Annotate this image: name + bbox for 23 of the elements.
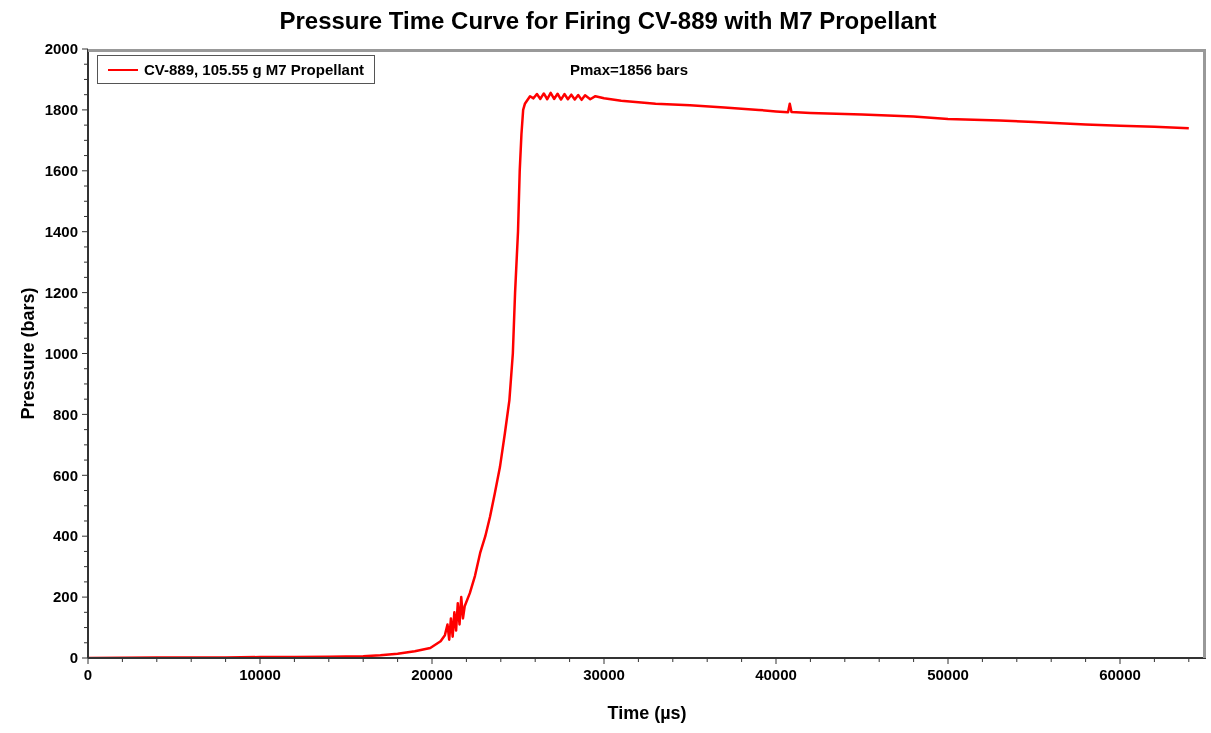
y-tick-label: 1200 [44, 283, 78, 301]
legend-label: CV-889, 105.55 g M7 Propellant [144, 61, 365, 78]
y-tick-label: 0 [69, 649, 78, 667]
y-tick-label: 1800 [44, 101, 78, 119]
y-tick-label: 400 [52, 527, 78, 545]
y-tick-label: 600 [52, 466, 78, 484]
chart-title: Pressure Time Curve for Firing CV-889 with M7 Propellant [278, 7, 938, 34]
y-tick-label: 1400 [44, 222, 78, 240]
x-tick-label: 60000 [1099, 666, 1141, 683]
y-tick-label: 200 [52, 588, 78, 606]
x-tick-label: 50000 [927, 666, 969, 683]
y-tick-label: 2000 [44, 40, 78, 58]
x-tick-label: 0 [83, 666, 93, 683]
y-axis-title: Pressure (bars) [18, 287, 39, 420]
x-tick-label: 40000 [755, 666, 797, 683]
y-tick-label: 1600 [44, 162, 78, 180]
y-tick-label: 800 [52, 405, 78, 423]
y-tick-label: 1000 [44, 344, 78, 362]
annotation: Pmax=1856 bars [570, 61, 689, 78]
x-tick-label: 30000 [583, 666, 625, 683]
x-tick-label: 10000 [239, 666, 281, 683]
x-axis-title: Time (µs) [607, 702, 687, 723]
x-tick-label: 20000 [411, 666, 453, 683]
